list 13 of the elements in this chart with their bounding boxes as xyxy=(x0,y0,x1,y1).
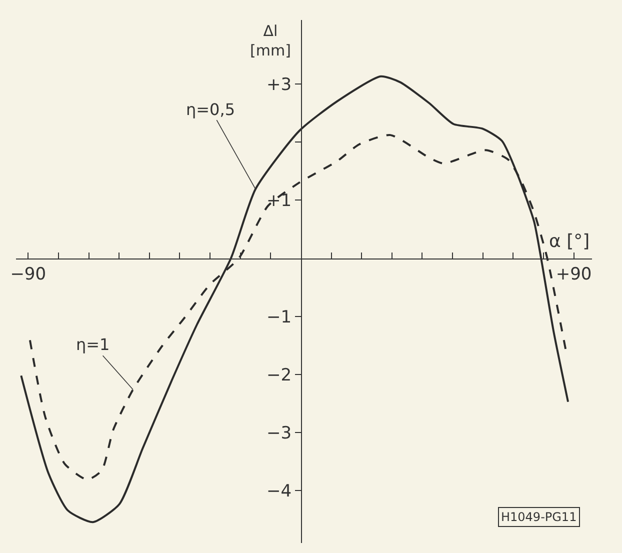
y-tick-label: +3 xyxy=(266,74,292,95)
y-tick-label: −1 xyxy=(266,307,292,328)
y-tick-label: −2 xyxy=(266,365,292,386)
annotation: η=1 xyxy=(76,335,110,354)
x-tick-label: −90 xyxy=(10,264,46,285)
y-tick-label: +1 xyxy=(266,191,292,212)
y-axis-title: Δl [mm] xyxy=(250,22,291,60)
y-tick-label: −4 xyxy=(266,482,292,502)
annotation: H1049-PG11 xyxy=(501,510,577,524)
x-axis-title: α [°] xyxy=(549,231,590,252)
x-tick-label: +90 xyxy=(556,264,592,285)
y-tick-label: −3 xyxy=(266,424,292,444)
annotation: η=0,5 xyxy=(186,100,235,119)
